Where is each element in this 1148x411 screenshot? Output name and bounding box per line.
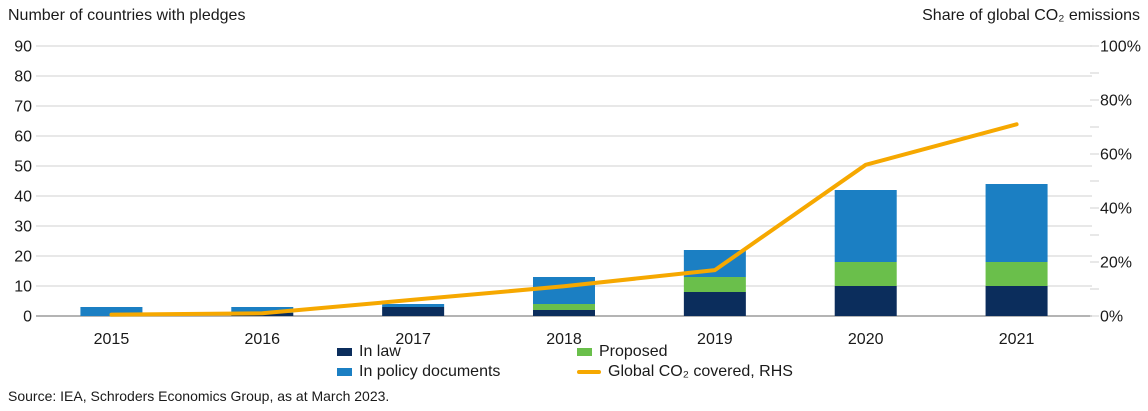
bar-segment bbox=[533, 277, 595, 304]
left-axis-tick-label: 60 bbox=[14, 129, 32, 146]
right-axis-tick-label: 0% bbox=[1100, 309, 1123, 326]
x-axis-category-label: 2015 bbox=[94, 331, 130, 348]
legend-item: In policy documents bbox=[337, 362, 577, 381]
bar-segment bbox=[231, 307, 294, 313]
left-axis-tick-label: 40 bbox=[14, 189, 32, 206]
legend-item: Global CO₂ covered, RHS bbox=[577, 362, 793, 381]
left-axis-tick-label: 20 bbox=[14, 249, 32, 266]
bar-segment bbox=[985, 286, 1048, 316]
left-axis-tick-label: 80 bbox=[14, 69, 32, 86]
x-axis-category-label: 2020 bbox=[848, 331, 884, 348]
bar-segment bbox=[382, 307, 445, 316]
right-axis-title: Share of global CO₂ emissions bbox=[922, 7, 1140, 24]
right-axis-tick-label: 60% bbox=[1100, 147, 1132, 164]
legend-square-swatch bbox=[577, 347, 592, 356]
left-axis-tick-label: 50 bbox=[14, 159, 32, 176]
legend-item: In law bbox=[337, 342, 577, 361]
x-axis-category-label: 2019 bbox=[697, 331, 733, 348]
legend-label: Global CO₂ covered, RHS bbox=[608, 362, 793, 380]
x-axis-category-label: 2018 bbox=[546, 331, 582, 348]
left-axis-tick-label: 90 bbox=[14, 39, 32, 56]
left-axis-title: Number of countries with pledges bbox=[8, 7, 246, 24]
left-axis-tick-label: 0 bbox=[23, 309, 32, 326]
right-axis-tick-label: 40% bbox=[1100, 201, 1132, 218]
left-axis-tick-label: 10 bbox=[14, 279, 32, 296]
legend-square-swatch bbox=[337, 347, 352, 356]
bar-segment bbox=[834, 190, 897, 262]
bar-segment bbox=[80, 307, 143, 316]
left-axis-tick-label: 70 bbox=[14, 99, 32, 116]
co2-covered-line bbox=[109, 122, 1019, 317]
legend-line-swatch bbox=[577, 369, 601, 374]
bar-segment bbox=[533, 310, 595, 316]
legend-label: In law bbox=[359, 342, 401, 360]
x-axis-category-label: 2021 bbox=[999, 331, 1035, 348]
bar-segment bbox=[834, 262, 897, 286]
right-axis-tick-label: 100% bbox=[1100, 39, 1141, 56]
chart-legend: In law Proposed In policy documents Global … bbox=[337, 342, 793, 381]
left-axis-tick-label: 30 bbox=[14, 219, 32, 236]
legend-label: Proposed bbox=[599, 342, 668, 360]
right-axis-tick-label: 20% bbox=[1100, 255, 1132, 272]
bar-segment bbox=[834, 286, 897, 316]
legend-item: Proposed bbox=[577, 342, 793, 361]
bar-segment bbox=[985, 262, 1048, 286]
x-axis-category-label: 2016 bbox=[244, 331, 280, 348]
bar-segment bbox=[382, 304, 445, 307]
bar-segment bbox=[683, 277, 746, 292]
legend-label: In policy documents bbox=[359, 362, 501, 380]
source-note: Source: IEA, Schroders Economics Group, … bbox=[8, 388, 390, 404]
bar-segment bbox=[533, 304, 595, 310]
x-axis-category-label: 2017 bbox=[395, 331, 431, 348]
right-axis-tick-label: 80% bbox=[1100, 93, 1132, 110]
bar-segment bbox=[683, 292, 746, 316]
legend-square-swatch bbox=[337, 367, 352, 376]
bar-segment bbox=[985, 184, 1048, 262]
